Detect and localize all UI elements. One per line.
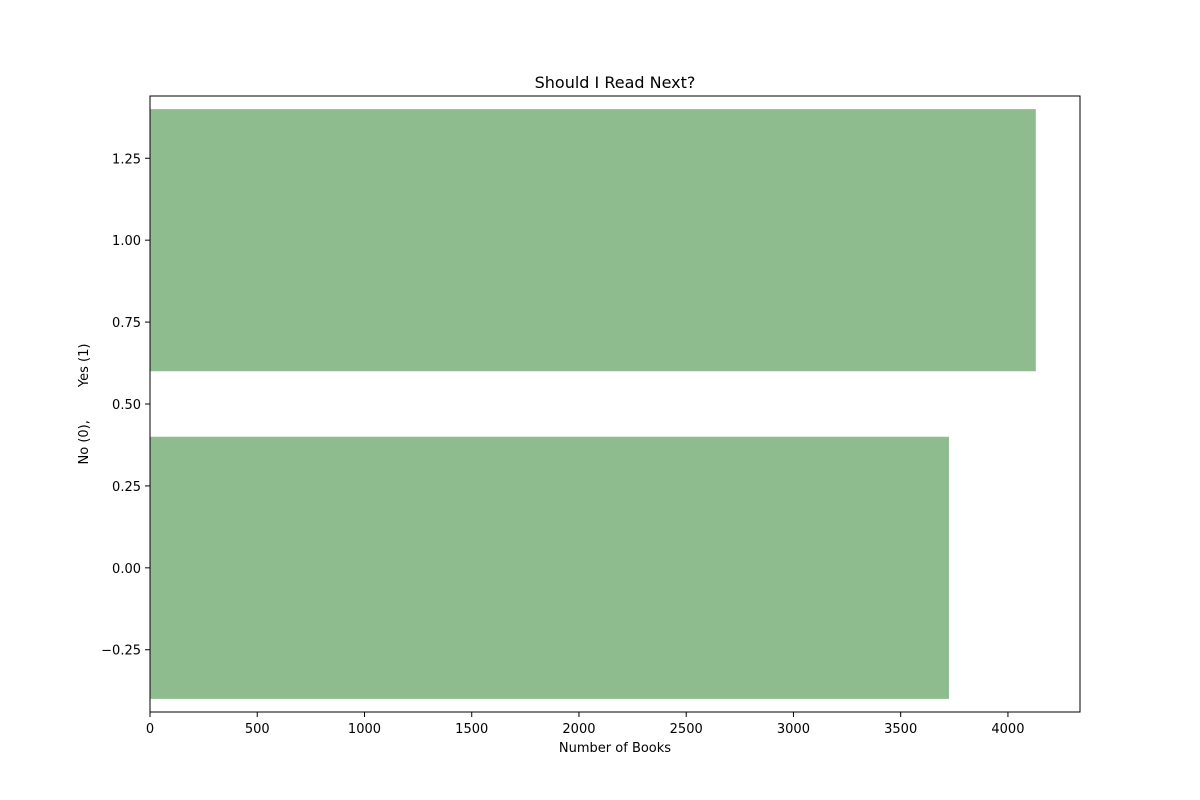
y-tick-label: 0.25 [112,480,141,495]
bar-no [150,436,949,699]
y-tick-label: 0.50 [112,398,141,413]
x-tick-label: 1500 [455,722,488,737]
y-tick-label: 1.25 [112,152,141,167]
y-tick-label: 0.75 [112,316,141,331]
x-tick-label: 2000 [562,722,595,737]
plot-frame [149,95,1081,713]
x-axis-ticks: 0 500 1000 1500 2000 2500 3000 3500 4000 [146,712,1024,737]
bars-group [150,109,1036,699]
x-tick-label: 3000 [777,722,810,737]
x-tick-label: 0 [146,722,154,737]
x-axis-label: Number of Books [559,741,671,756]
x-tick-label: 2500 [670,722,703,737]
bar-yes [150,109,1036,372]
x-tick-label: 1000 [348,722,381,737]
y-tick-label: 1.00 [112,234,141,249]
y-tick-label: 0.00 [112,562,141,577]
y-tick-label: −0.25 [101,644,141,659]
x-tick-label: 4000 [991,722,1024,737]
chart-title: Should I Read Next? [535,73,696,92]
y-axis-label: No (0), Yes (1) [77,344,92,465]
x-tick-label: 3500 [884,722,917,737]
y-axis-ticks: −0.25 0.00 0.25 0.50 0.75 1.00 1.25 [101,152,150,659]
x-tick-label: 500 [245,722,270,737]
